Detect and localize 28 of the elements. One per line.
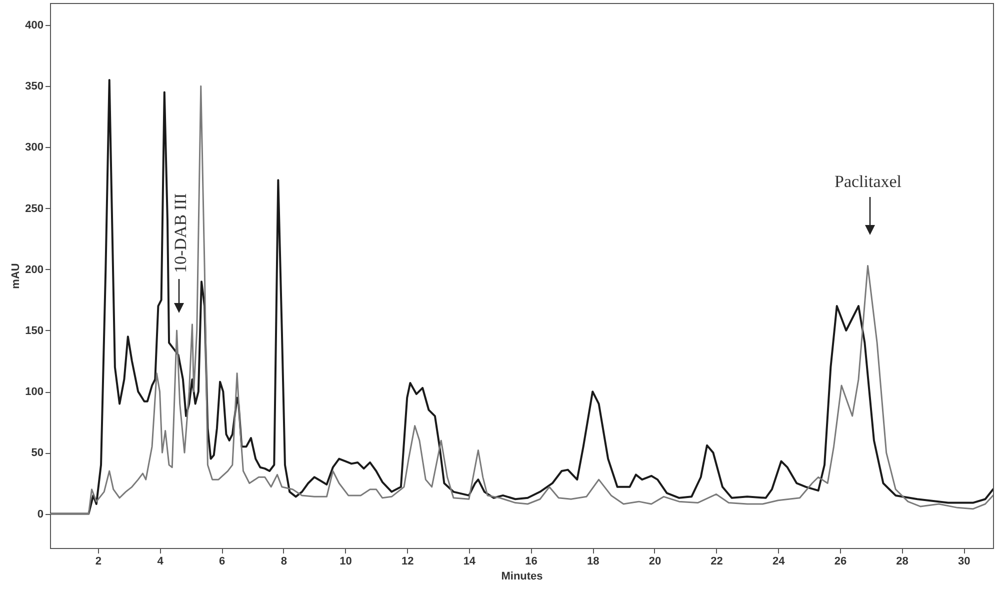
x-tick-label: 24 xyxy=(772,556,786,568)
x-tick-label: 4 xyxy=(157,556,164,568)
x-tick-label: 16 xyxy=(525,556,538,568)
x-axis-title: Minutes xyxy=(501,570,543,582)
y-tick-label: 200 xyxy=(25,264,44,276)
y-axis-title: mAU xyxy=(10,263,22,289)
y-tick-label: 250 xyxy=(25,202,44,215)
x-tick-label: 10 xyxy=(340,556,352,568)
x-tick-label: 14 xyxy=(463,556,476,568)
x-tick-label: 28 xyxy=(896,556,908,568)
x-tick-label: 18 xyxy=(586,556,600,568)
annotation: 10-DAB III xyxy=(171,192,190,273)
x-tick-label: 30 xyxy=(958,556,970,568)
x-tick-label: 12 xyxy=(401,556,414,568)
x-tick-label: 8 xyxy=(280,556,287,568)
x-tick-label: 20 xyxy=(648,556,662,568)
y-tick-label: 0 xyxy=(37,508,44,520)
x-tick-label: 22 xyxy=(710,556,723,568)
x-tick-label: 6 xyxy=(219,556,226,568)
annotation: Paclitaxel xyxy=(834,172,902,191)
y-tick-label: 400 xyxy=(25,19,44,32)
y-tick-label: 100 xyxy=(25,386,44,398)
x-tick-label: 2 xyxy=(95,556,102,568)
y-tick-label: 50 xyxy=(31,447,44,460)
y-tick-label: 300 xyxy=(25,142,44,154)
y-tick-label: 150 xyxy=(25,324,44,337)
y-tick-label: 350 xyxy=(25,80,44,93)
x-tick-label: 26 xyxy=(834,556,847,568)
